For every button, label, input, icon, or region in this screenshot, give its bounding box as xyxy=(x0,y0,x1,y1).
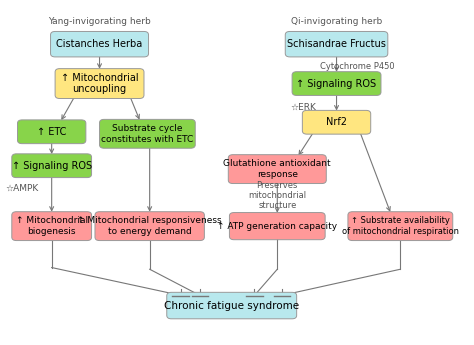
Text: Cistanches Herba: Cistanches Herba xyxy=(56,39,143,49)
FancyBboxPatch shape xyxy=(348,212,453,240)
FancyBboxPatch shape xyxy=(100,119,195,148)
Text: Glutathione antioxidant
response: Glutathione antioxidant response xyxy=(223,159,331,179)
Text: ↑ Signaling ROS: ↑ Signaling ROS xyxy=(12,161,92,171)
Text: Preserves
mitochondrial
structure: Preserves mitochondrial structure xyxy=(248,181,306,210)
FancyBboxPatch shape xyxy=(51,31,148,57)
Text: Chronic fatigue syndrome: Chronic fatigue syndrome xyxy=(164,300,299,310)
Text: Substrate cycle
constitutes with ETC: Substrate cycle constitutes with ETC xyxy=(101,124,193,144)
FancyBboxPatch shape xyxy=(167,292,297,319)
FancyBboxPatch shape xyxy=(12,154,91,178)
Text: ↑ ETC: ↑ ETC xyxy=(37,127,66,137)
FancyBboxPatch shape xyxy=(95,212,204,240)
Text: Cytochrome P450: Cytochrome P450 xyxy=(320,62,394,71)
Text: Schisandrae Fructus: Schisandrae Fructus xyxy=(287,39,386,49)
Text: ↑ ATP generation capacity: ↑ ATP generation capacity xyxy=(217,221,337,230)
Text: ☆AMPK: ☆AMPK xyxy=(5,184,39,193)
Text: Qi-invigorating herb: Qi-invigorating herb xyxy=(291,17,382,26)
Text: ↑ Mitochondrial responsiveness
to energy demand: ↑ Mitochondrial responsiveness to energy… xyxy=(77,216,222,236)
Text: ↑ Mitochondrial
biogenesis: ↑ Mitochondrial biogenesis xyxy=(16,216,88,236)
FancyBboxPatch shape xyxy=(228,155,326,184)
Text: ↑ Mitochondrial
uncoupling: ↑ Mitochondrial uncoupling xyxy=(61,73,138,95)
FancyBboxPatch shape xyxy=(18,120,86,144)
FancyBboxPatch shape xyxy=(292,72,381,96)
Text: Yang-invigorating herb: Yang-invigorating herb xyxy=(48,17,151,26)
Text: ↑ Signaling ROS: ↑ Signaling ROS xyxy=(296,79,377,89)
FancyBboxPatch shape xyxy=(229,213,325,240)
Text: ☆ERK: ☆ERK xyxy=(291,102,317,111)
FancyBboxPatch shape xyxy=(302,110,371,134)
Text: ↑ Substrate availability
of mitochondrial respiration: ↑ Substrate availability of mitochondria… xyxy=(342,216,459,236)
FancyBboxPatch shape xyxy=(55,69,144,99)
Text: Nrf2: Nrf2 xyxy=(326,117,347,127)
FancyBboxPatch shape xyxy=(285,31,388,57)
FancyBboxPatch shape xyxy=(12,212,91,240)
